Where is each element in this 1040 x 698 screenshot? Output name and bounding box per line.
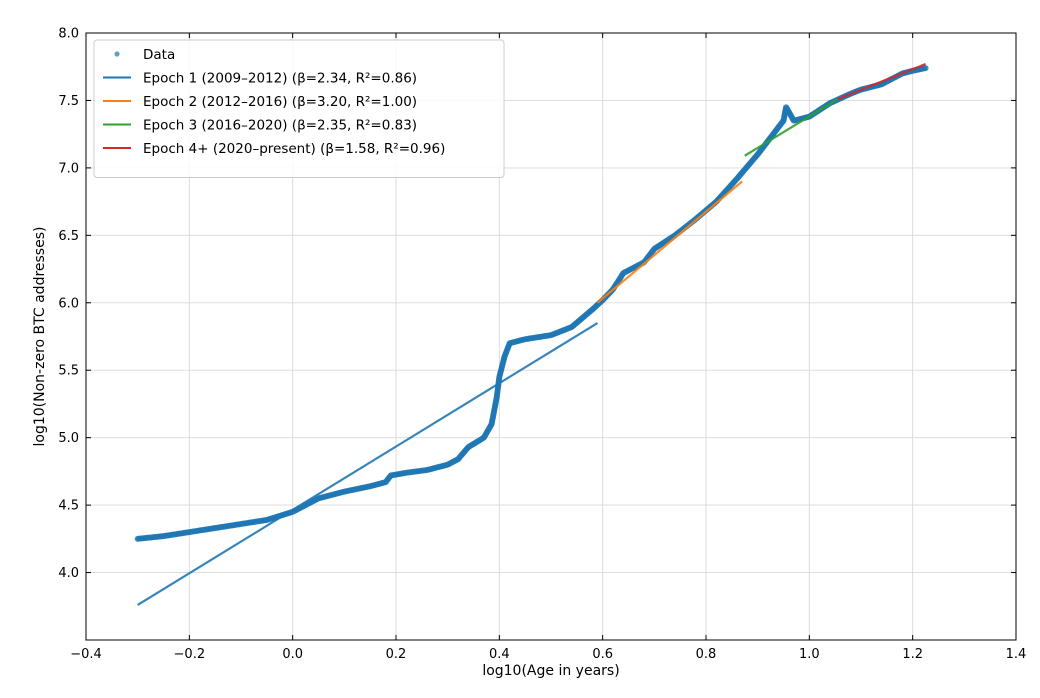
y-tick-label: 5.5 — [58, 364, 79, 379]
x-tick-label: 0.2 — [386, 647, 407, 662]
x-tick-label: −0.2 — [174, 647, 206, 662]
x-tick-label: 0.4 — [489, 647, 510, 662]
legend-label: Epoch 2 (2012–2016) (β=3.20, R²=1.00) — [143, 94, 417, 110]
axis-ticks: −0.4 −0.2 0.0 0.2 0.4 0.6 0.8 1.0 1.2 1.4 4.0 4.5 5.… — [58, 27, 1026, 663]
y-tick-label: 8.0 — [58, 27, 79, 42]
y-tick-label: 6.5 — [58, 229, 79, 244]
y-tick-label: 4.0 — [58, 566, 79, 581]
x-tick-label: 1.4 — [1006, 647, 1027, 662]
fit-line — [137, 322, 599, 606]
legend-label: Epoch 1 (2009–2012) (β=2.34, R²=0.86) — [143, 71, 417, 87]
x-tick-label: −0.4 — [70, 647, 102, 662]
y-tick-label: 7.5 — [58, 94, 79, 109]
x-tick-label: 1.0 — [799, 647, 820, 662]
fit-line — [744, 98, 839, 157]
x-tick-label: 0.0 — [282, 647, 303, 662]
fit-line — [837, 63, 926, 101]
plot-area — [134, 63, 929, 606]
legend-marker — [114, 51, 120, 57]
x-tick-label: 1.2 — [902, 647, 923, 662]
legend-label: Epoch 3 (2016–2020) (β=2.35, R²=0.83) — [143, 118, 417, 134]
grid — [85, 32, 1017, 640]
y-tick-label: 7.0 — [58, 161, 79, 176]
x-axis-label: log10(Age in years) — [482, 663, 619, 679]
y-axis-label: log10(Non-zero BTC addresses) — [32, 227, 48, 447]
data-point — [922, 65, 929, 72]
legend-box — [93, 39, 505, 178]
y-tick-label: 4.5 — [58, 499, 79, 514]
y-tick-label: 6.0 — [58, 296, 79, 311]
legend-label: Epoch 4+ (2020–present) (β=1.58, R²=0.96… — [143, 141, 445, 157]
fit-line — [596, 180, 743, 304]
plot-frame — [85, 32, 1017, 641]
x-tick-label: 0.8 — [696, 647, 717, 662]
x-tick-label: 0.6 — [592, 647, 613, 662]
y-tick-label: 5.0 — [58, 431, 79, 446]
legend: Data Epoch 1 (2009–2012) (β=2.34, R²=0.86… — [93, 39, 505, 178]
legend-label: Data — [143, 47, 175, 63]
